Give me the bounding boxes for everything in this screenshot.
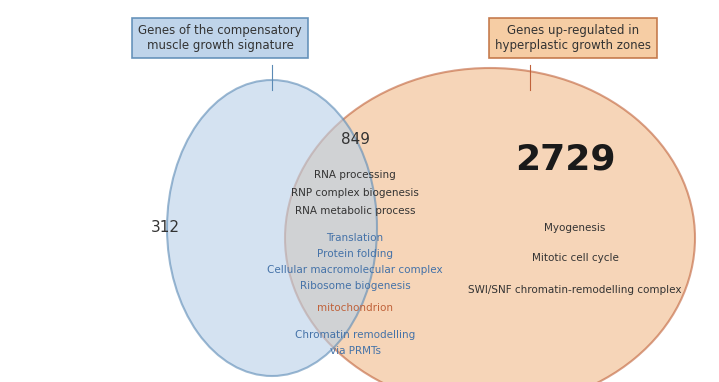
Text: Chromatin remodelling: Chromatin remodelling — [295, 330, 415, 340]
Text: Protein folding: Protein folding — [317, 249, 393, 259]
Text: Cellular macromolecular complex: Cellular macromolecular complex — [267, 265, 443, 275]
Text: Translation: Translation — [326, 233, 383, 243]
Text: Mitotic cell cycle: Mitotic cell cycle — [531, 253, 618, 263]
Text: RNP complex biogenesis: RNP complex biogenesis — [291, 188, 419, 198]
Text: Myogenesis: Myogenesis — [544, 223, 605, 233]
Text: 312: 312 — [150, 220, 180, 235]
Text: RNA metabolic process: RNA metabolic process — [295, 206, 416, 216]
Text: Genes up-regulated in
hyperplastic growth zones: Genes up-regulated in hyperplastic growt… — [495, 24, 651, 52]
Text: SWI/SNF chromatin-remodelling complex: SWI/SNF chromatin-remodelling complex — [468, 285, 682, 295]
Text: 2729: 2729 — [515, 143, 615, 177]
Text: Genes of the compensatory
muscle growth signature: Genes of the compensatory muscle growth … — [138, 24, 302, 52]
Ellipse shape — [167, 80, 377, 376]
Text: Ribosome biogenesis: Ribosome biogenesis — [300, 281, 411, 291]
Text: RNA processing: RNA processing — [314, 170, 396, 180]
Text: mitochondrion: mitochondrion — [317, 303, 393, 313]
Ellipse shape — [285, 68, 695, 382]
Text: via PRMTs: via PRMTs — [329, 346, 380, 356]
Text: 849: 849 — [341, 133, 370, 147]
